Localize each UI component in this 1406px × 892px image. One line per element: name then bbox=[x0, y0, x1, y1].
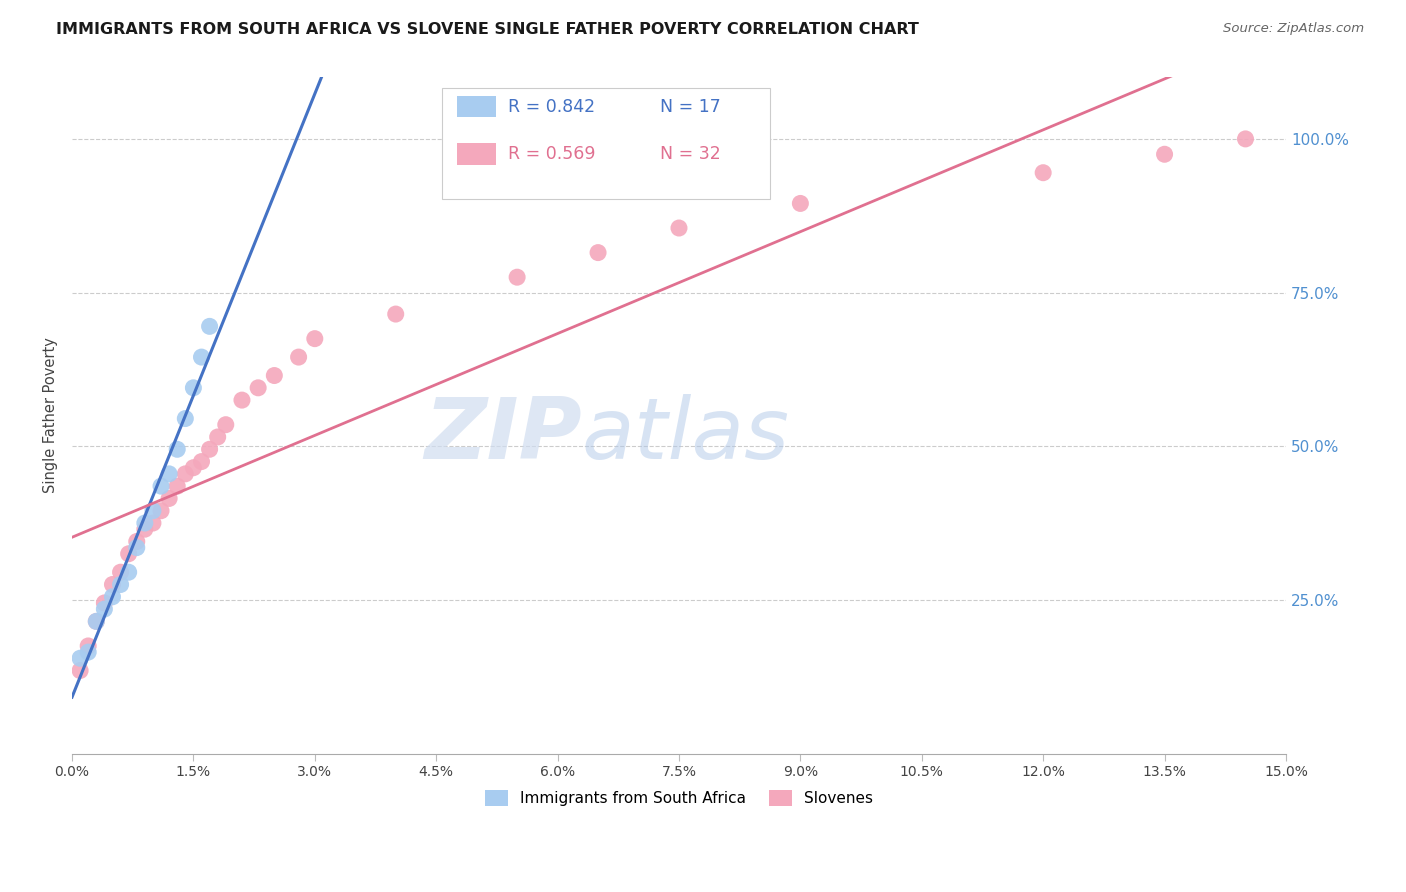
Point bbox=[142, 504, 165, 518]
Point bbox=[84, 615, 107, 629]
Point bbox=[125, 541, 148, 555]
Point bbox=[150, 504, 173, 518]
Point bbox=[77, 645, 100, 659]
Point bbox=[190, 454, 212, 468]
Point bbox=[174, 467, 197, 481]
Point bbox=[287, 350, 309, 364]
Point bbox=[384, 307, 406, 321]
Point bbox=[198, 442, 221, 457]
Point bbox=[157, 467, 180, 481]
Point bbox=[118, 565, 141, 579]
Point bbox=[207, 430, 229, 444]
Point bbox=[586, 245, 609, 260]
Text: N = 17: N = 17 bbox=[659, 97, 720, 115]
Point bbox=[93, 602, 115, 616]
Point bbox=[101, 577, 124, 591]
Point bbox=[118, 547, 141, 561]
Point bbox=[166, 442, 188, 457]
Text: N = 32: N = 32 bbox=[659, 145, 720, 163]
Point bbox=[157, 491, 180, 506]
Point bbox=[183, 460, 205, 475]
Point bbox=[304, 332, 326, 346]
Point bbox=[134, 516, 156, 530]
Point bbox=[69, 651, 91, 665]
Point bbox=[84, 615, 107, 629]
Point bbox=[101, 590, 124, 604]
Point bbox=[183, 381, 205, 395]
Text: R = 0.569: R = 0.569 bbox=[508, 145, 595, 163]
Point bbox=[110, 565, 132, 579]
Point bbox=[215, 417, 238, 432]
Point bbox=[93, 596, 115, 610]
Point bbox=[174, 411, 197, 425]
FancyBboxPatch shape bbox=[443, 87, 770, 199]
Point bbox=[506, 270, 529, 285]
Point bbox=[668, 221, 690, 235]
FancyBboxPatch shape bbox=[457, 143, 496, 165]
Text: atlas: atlas bbox=[582, 394, 790, 477]
Text: R = 0.842: R = 0.842 bbox=[508, 97, 595, 115]
Point bbox=[69, 664, 91, 678]
Point bbox=[263, 368, 285, 383]
Point bbox=[134, 522, 156, 536]
Text: IMMIGRANTS FROM SOUTH AFRICA VS SLOVENE SINGLE FATHER POVERTY CORRELATION CHART: IMMIGRANTS FROM SOUTH AFRICA VS SLOVENE … bbox=[56, 22, 920, 37]
FancyBboxPatch shape bbox=[457, 95, 496, 118]
Y-axis label: Single Father Poverty: Single Father Poverty bbox=[44, 337, 58, 493]
Point bbox=[1234, 132, 1257, 146]
Point bbox=[231, 393, 253, 408]
Point bbox=[125, 534, 148, 549]
Point bbox=[190, 350, 212, 364]
Point bbox=[142, 516, 165, 530]
Text: ZIP: ZIP bbox=[425, 394, 582, 477]
Point bbox=[789, 196, 811, 211]
Point bbox=[1032, 166, 1054, 180]
Point bbox=[166, 479, 188, 493]
Point bbox=[110, 577, 132, 591]
Text: Source: ZipAtlas.com: Source: ZipAtlas.com bbox=[1223, 22, 1364, 36]
Point bbox=[150, 479, 173, 493]
Point bbox=[77, 639, 100, 653]
Point bbox=[198, 319, 221, 334]
Legend: Immigrants from South Africa, Slovenes: Immigrants from South Africa, Slovenes bbox=[477, 782, 880, 814]
Point bbox=[1153, 147, 1175, 161]
Point bbox=[247, 381, 270, 395]
